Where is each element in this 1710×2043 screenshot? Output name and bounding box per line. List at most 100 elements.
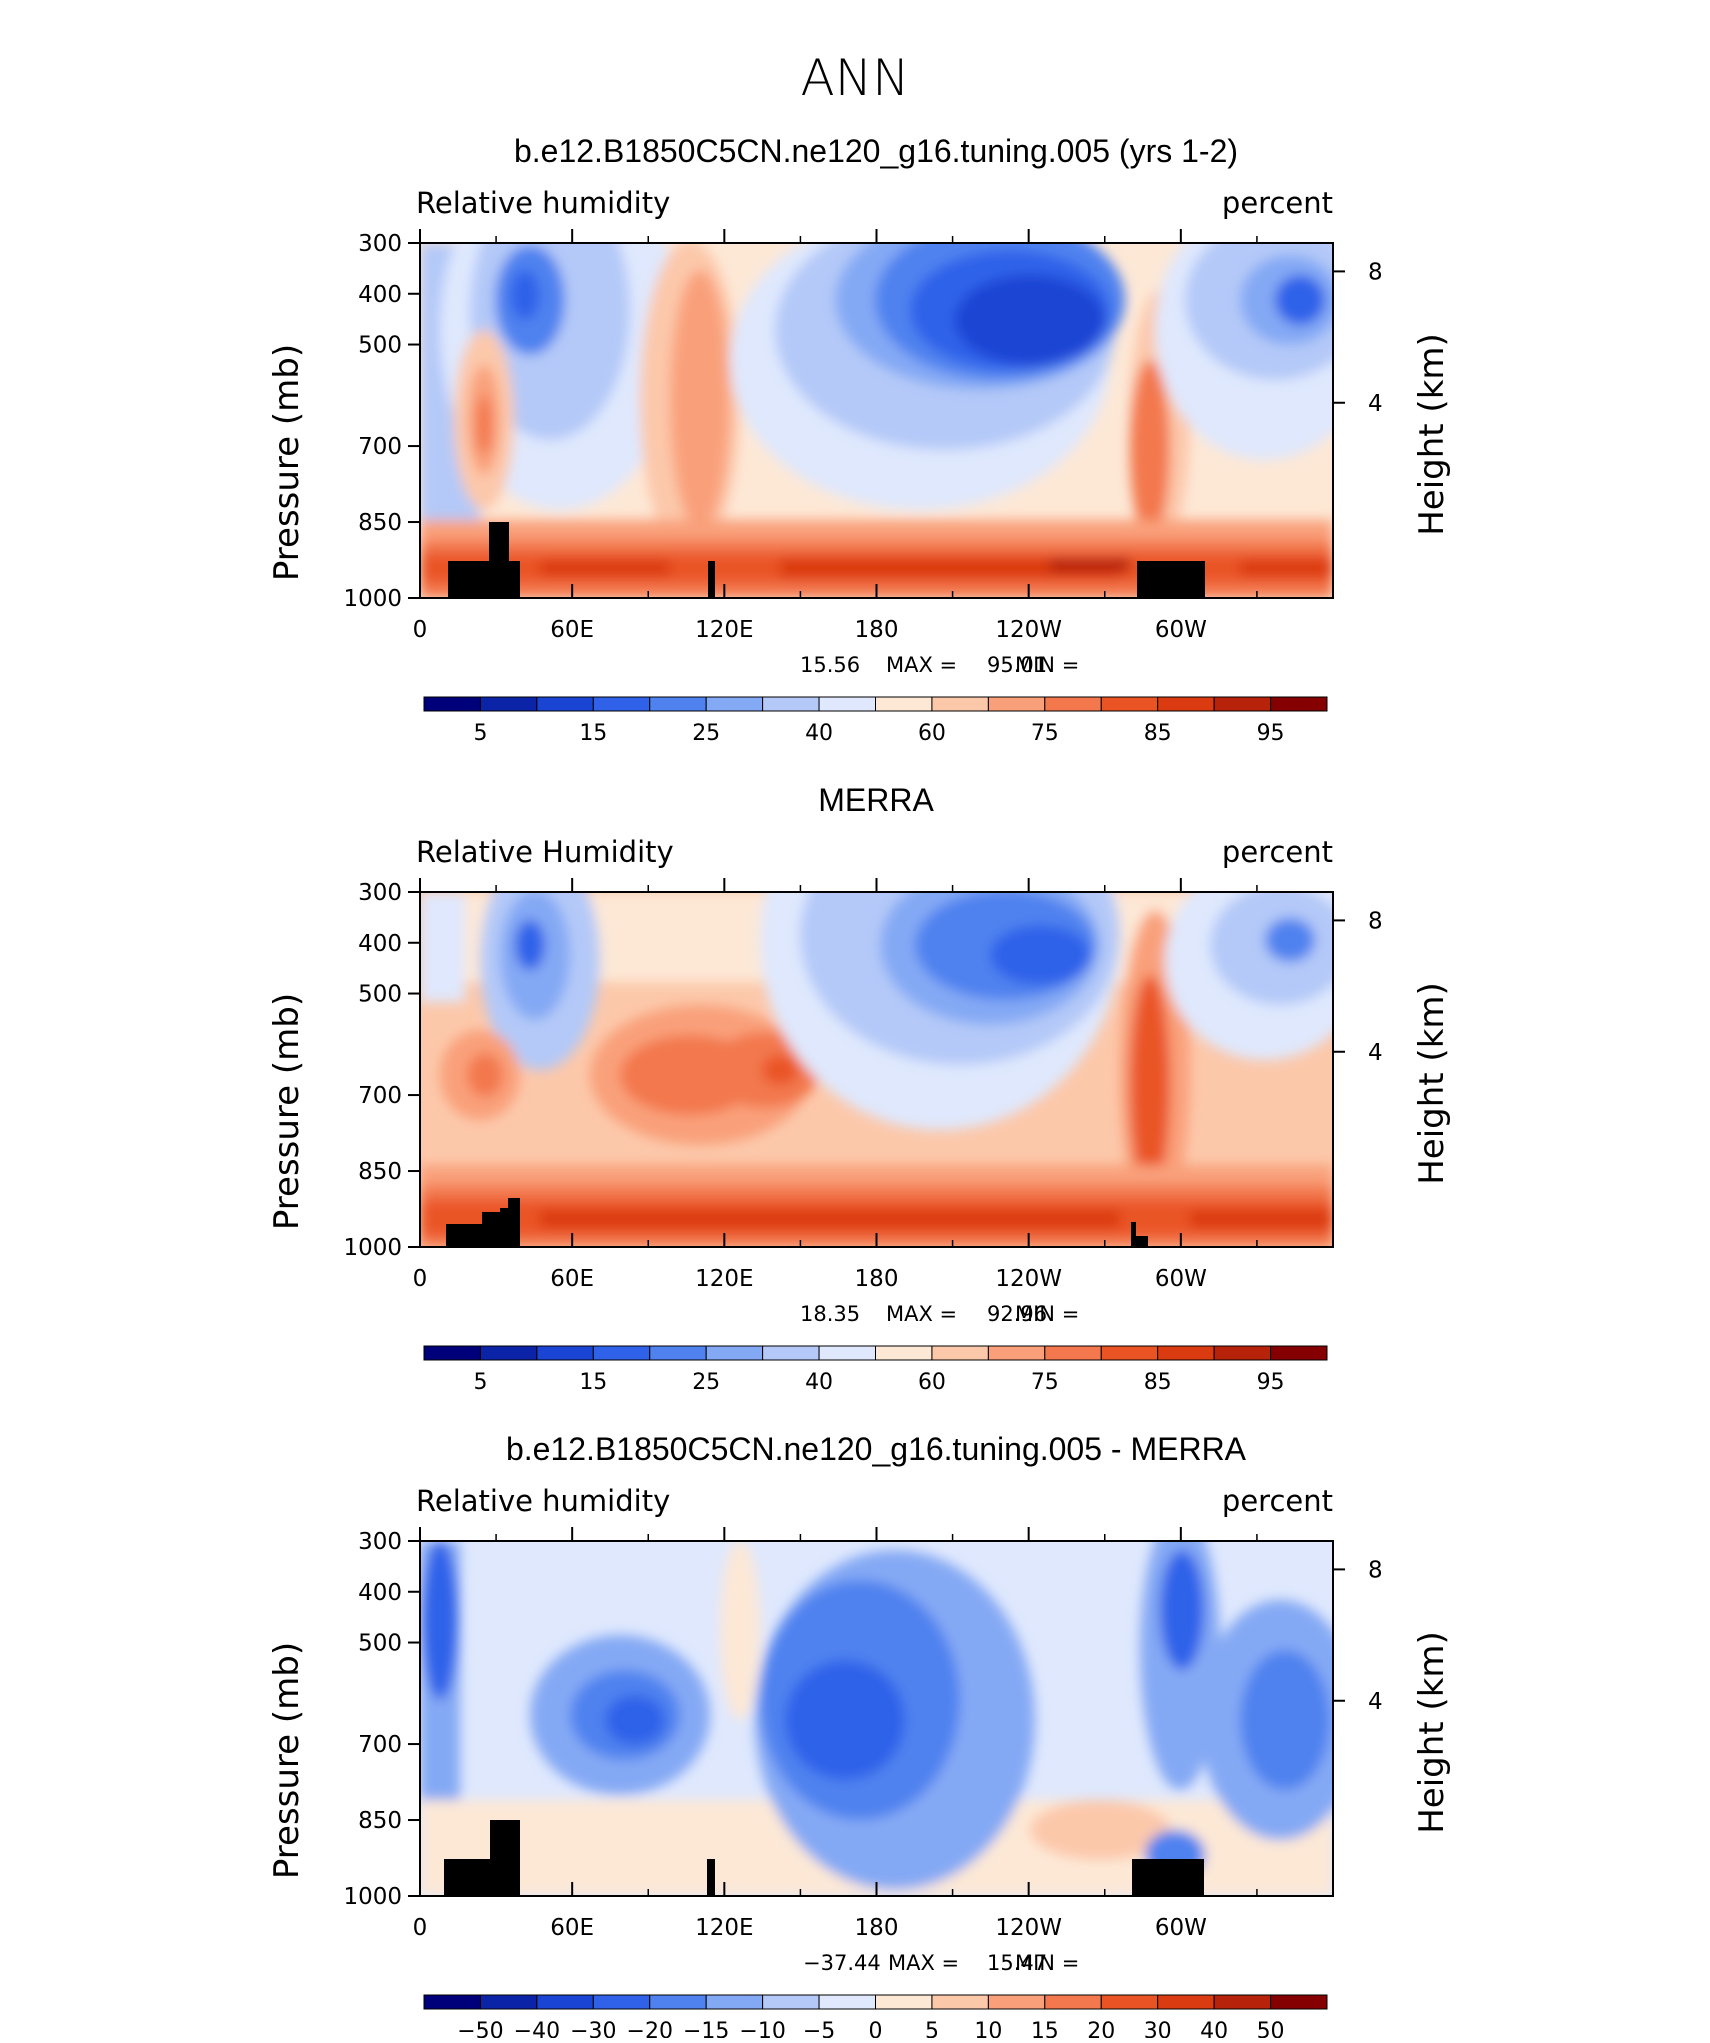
colorbar-label: −10 — [739, 2019, 785, 2038]
colorbar-label: 40 — [805, 1370, 833, 1395]
x-tick-label: 60E — [550, 1915, 594, 1941]
colorbar-cell — [705, 1345, 764, 1361]
colorbar-label: −15 — [683, 2019, 729, 2038]
panel-2-plot-area — [420, 892, 1333, 1247]
x-tick-label: 180 — [855, 1266, 899, 1292]
colorbar-cell — [592, 1994, 651, 2010]
y-axis-title: Pressure (mb) — [267, 993, 307, 1230]
colorbar-label: 15 — [579, 1370, 607, 1395]
colorbar-label: 10 — [974, 2019, 1002, 2038]
panel-2-contours — [420, 892, 1333, 1247]
colorbar-label: 60 — [918, 1370, 946, 1395]
y-tick-label: 500 — [358, 982, 402, 1008]
y-tick-label: 1000 — [343, 1884, 402, 1910]
colorbar-label: 25 — [692, 721, 720, 746]
y-tick-label: 700 — [358, 1732, 402, 1758]
x-tick-label: 60W — [1155, 1266, 1207, 1292]
panel-1-colorbar: 5 15 25 40 60 75 85 95 — [423, 696, 1328, 746]
colorbar-label: 60 — [918, 721, 946, 746]
panel-2-title: MERRA — [818, 782, 934, 818]
colorbar-cell — [875, 696, 933, 712]
panel-3-min-value: −37.44 — [803, 1951, 881, 1975]
colorbar-cell — [818, 696, 876, 712]
y-tick-label: 400 — [358, 282, 402, 308]
panel-1-min-label: MIN = — [1015, 653, 1079, 677]
colorbar-label: 75 — [1031, 721, 1059, 746]
colorbar-cell — [875, 1994, 933, 2010]
colorbar-label: 5 — [473, 1370, 487, 1395]
colorbar-label: 40 — [1200, 2019, 1228, 2038]
colorbar-cell — [1100, 1345, 1159, 1361]
colorbar-cell — [1157, 1345, 1215, 1361]
colorbar-cell — [705, 1994, 764, 2010]
x-tick-label: 120W — [995, 617, 1062, 643]
colorbar-cell — [987, 696, 1046, 712]
panel-2-variable: Relative Humidity — [416, 835, 674, 869]
y-tick-label: 500 — [358, 1631, 402, 1657]
x-tick-label: 60W — [1155, 617, 1207, 643]
colorbar-cell — [649, 1994, 707, 2010]
panel-2-units: percent — [1222, 835, 1333, 869]
y2-tick-label: 4 — [1368, 391, 1383, 417]
colorbar-cell — [818, 1994, 876, 2010]
colorbar-cell — [1100, 1994, 1159, 2010]
colorbar-cell — [1213, 1345, 1272, 1361]
y2-axis-title: Height (km) — [1412, 1631, 1452, 1834]
panel-2-max-value: 92.96 — [987, 1302, 1047, 1326]
x-tick-label: 120E — [695, 1266, 753, 1292]
colorbar-cell — [1044, 1345, 1102, 1361]
colorbar-cell — [1100, 696, 1159, 712]
colorbar-label: 15 — [579, 721, 607, 746]
colorbar-cell — [705, 696, 764, 712]
colorbar-cell — [875, 1345, 933, 1361]
x-tick-label: 120E — [695, 1915, 753, 1941]
x-tick-label: 120W — [995, 1266, 1062, 1292]
colorbar-cell — [931, 1994, 989, 2010]
colorbar-label: −5 — [803, 2019, 835, 2038]
y-tick-label: 1000 — [343, 1235, 402, 1261]
y-tick-label: 500 — [358, 333, 402, 359]
y-tick-label: 850 — [358, 510, 402, 536]
colorbar-label: 95 — [1257, 721, 1285, 746]
x-tick-label: 180 — [855, 617, 899, 643]
panel-2-colorbar: 5 15 25 40 60 75 85 95 — [423, 1345, 1328, 1395]
panel-1-min-value: 15.56 — [800, 653, 860, 677]
colorbar-label: −40 — [514, 2019, 560, 2038]
x-tick-label: 120W — [995, 1915, 1062, 1941]
colorbar-cell — [987, 1345, 1046, 1361]
panel-3-colorbar: −50 −40 −30 −20 −15 −10 −5 0 5 10 15 20 30 40 50 — [423, 1994, 1328, 2043]
colorbar-cell — [762, 1345, 820, 1361]
colorbar-cell — [762, 696, 820, 712]
panel-2-land-mask — [446, 1198, 1148, 1247]
y-axis-title: Pressure (mb) — [267, 344, 307, 581]
colorbar-cell — [1270, 696, 1328, 712]
colorbar-cell — [1157, 1994, 1215, 2010]
y-tick-label: 1000 — [343, 586, 402, 612]
y-tick-label: 700 — [358, 434, 402, 460]
colorbar-label: −50 — [457, 2019, 503, 2038]
y2-tick-label: 8 — [1368, 908, 1383, 934]
y-tick-label: 700 — [358, 1083, 402, 1109]
panel-1-max-value: 95.01 — [987, 653, 1047, 677]
colorbar-cell — [536, 1345, 594, 1361]
colorbar-label: 20 — [1087, 2019, 1115, 2038]
colorbar-label: −20 — [627, 2019, 673, 2038]
colorbar-cell — [818, 1345, 876, 1361]
colorbar-cell — [762, 1994, 820, 2010]
colorbar-cell — [479, 1994, 538, 2010]
colorbar-label: 15 — [1031, 2019, 1059, 2038]
panel-1-variable: Relative humidity — [416, 186, 670, 220]
colorbar-cell — [592, 696, 651, 712]
colorbar-cell — [423, 1994, 481, 2010]
page-title: ANN — [800, 49, 909, 107]
panel-3-axes: 300 400 500 700 850 1000 8 4 0 60E 120E 180 120W 60W P… — [267, 1527, 1452, 1941]
panel-3-land-mask — [444, 1820, 1204, 1896]
colorbar-cell — [1157, 696, 1215, 712]
colorbar-cell — [931, 696, 989, 712]
colorbar-label: 5 — [925, 2019, 939, 2038]
y2-axis-title: Height (km) — [1412, 982, 1452, 1185]
y2-tick-label: 8 — [1368, 259, 1383, 285]
colorbar-cell — [1213, 1994, 1272, 2010]
colorbar-cell — [1044, 696, 1102, 712]
